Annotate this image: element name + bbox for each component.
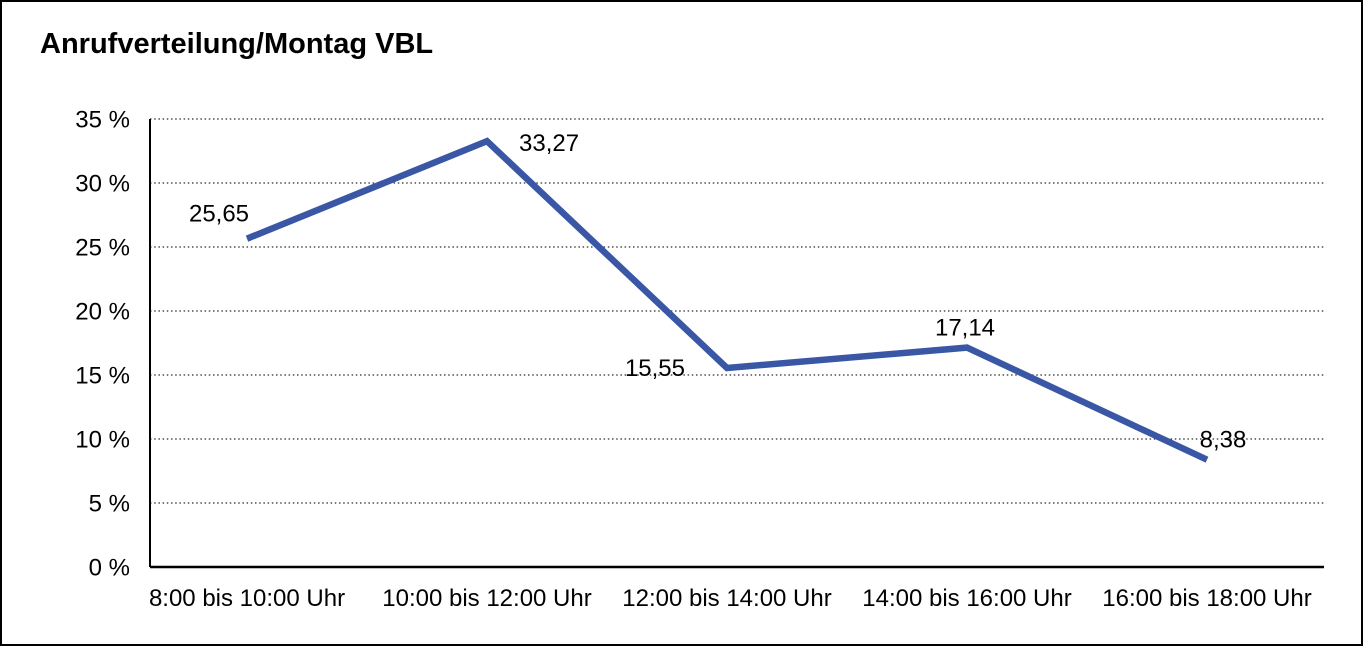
data-label: 33,27	[519, 130, 579, 157]
data-label: 17,14	[935, 315, 995, 342]
x-tick-label: 10:00 bis 12:00 Uhr	[382, 585, 591, 612]
x-tick-label: 14:00 bis 16:00 Uhr	[862, 585, 1071, 612]
y-tick-label: 25 %	[75, 235, 130, 262]
y-tick-label: 30 %	[75, 171, 130, 198]
series-line	[245, 137, 1209, 463]
y-tick-label: 0 %	[89, 555, 130, 582]
y-tick-label: 15 %	[75, 363, 130, 390]
y-tick-label: 35 %	[75, 107, 130, 134]
x-tick-label: 8:00 bis 10:00 Uhr	[149, 585, 345, 612]
data-label: 15,55	[625, 355, 685, 382]
y-tick-label: 5 %	[89, 491, 130, 518]
x-tick-label: 16:00 bis 18:00 Uhr	[1102, 585, 1311, 612]
data-label: 25,65	[189, 201, 249, 228]
x-tick-label: 12:00 bis 14:00 Uhr	[622, 585, 831, 612]
y-tick-label: 10 %	[75, 427, 130, 454]
data-label: 8,38	[1200, 427, 1247, 454]
y-tick-label: 20 %	[75, 299, 130, 326]
chart-title: Anrufverteilung/Montag VBL	[40, 28, 434, 60]
